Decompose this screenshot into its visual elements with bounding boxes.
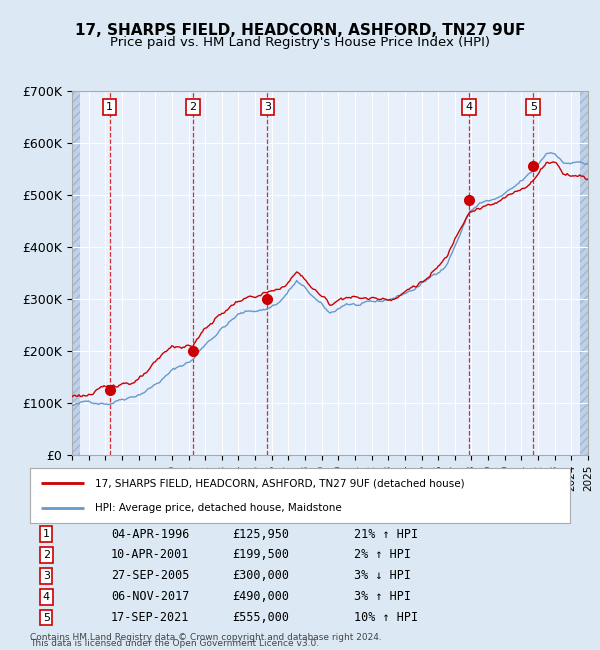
Text: 17-SEP-2021: 17-SEP-2021 xyxy=(111,611,190,624)
Text: 3% ↓ HPI: 3% ↓ HPI xyxy=(354,569,411,582)
Text: 17, SHARPS FIELD, HEADCORN, ASHFORD, TN27 9UF (detached house): 17, SHARPS FIELD, HEADCORN, ASHFORD, TN2… xyxy=(95,478,464,488)
Text: HPI: Average price, detached house, Maidstone: HPI: Average price, detached house, Maid… xyxy=(95,503,341,513)
Text: 06-NOV-2017: 06-NOV-2017 xyxy=(111,590,190,603)
Text: 21% ↑ HPI: 21% ↑ HPI xyxy=(354,528,418,541)
Text: 10% ↑ HPI: 10% ↑ HPI xyxy=(354,611,418,624)
Text: £300,000: £300,000 xyxy=(232,569,289,582)
Text: £555,000: £555,000 xyxy=(232,611,289,624)
Text: Price paid vs. HM Land Registry's House Price Index (HPI): Price paid vs. HM Land Registry's House … xyxy=(110,36,490,49)
Text: 2: 2 xyxy=(43,550,50,560)
Text: 5: 5 xyxy=(43,613,50,623)
Text: 2: 2 xyxy=(190,102,197,112)
Text: 2% ↑ HPI: 2% ↑ HPI xyxy=(354,549,411,562)
Text: 04-APR-1996: 04-APR-1996 xyxy=(111,528,190,541)
Text: £490,000: £490,000 xyxy=(232,590,289,603)
Text: This data is licensed under the Open Government Licence v3.0.: This data is licensed under the Open Gov… xyxy=(30,639,319,648)
Text: 4: 4 xyxy=(43,592,50,602)
Text: 3: 3 xyxy=(264,102,271,112)
Text: 1: 1 xyxy=(43,529,50,539)
Bar xyxy=(72,91,80,455)
Text: £125,950: £125,950 xyxy=(232,528,289,541)
Bar xyxy=(580,91,596,455)
Text: £199,500: £199,500 xyxy=(232,549,289,562)
Text: 3% ↑ HPI: 3% ↑ HPI xyxy=(354,590,411,603)
Text: 4: 4 xyxy=(466,102,473,112)
Text: 5: 5 xyxy=(530,102,537,112)
Text: 10-APR-2001: 10-APR-2001 xyxy=(111,549,190,562)
Text: 17, SHARPS FIELD, HEADCORN, ASHFORD, TN27 9UF: 17, SHARPS FIELD, HEADCORN, ASHFORD, TN2… xyxy=(75,23,525,38)
Text: 3: 3 xyxy=(43,571,50,581)
Text: 27-SEP-2005: 27-SEP-2005 xyxy=(111,569,190,582)
Text: 1: 1 xyxy=(106,102,113,112)
Text: Contains HM Land Registry data © Crown copyright and database right 2024.: Contains HM Land Registry data © Crown c… xyxy=(30,632,382,642)
